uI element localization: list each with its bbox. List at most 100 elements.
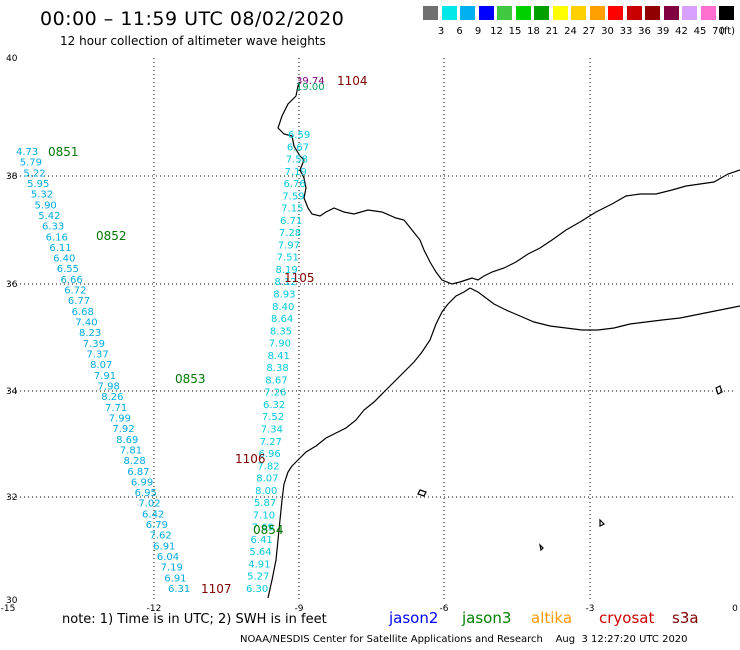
colorbar-label: 21	[545, 26, 559, 37]
colorbar-label: 45	[693, 26, 707, 37]
track-time-label: 1104	[337, 74, 368, 88]
x-tick-label: -6	[440, 604, 449, 614]
x-tick-label: -12	[147, 604, 162, 614]
wave-height-value: 6.30	[246, 584, 268, 595]
wave-height-value: 6.33	[42, 222, 64, 233]
wave-height-value: 6.77	[68, 296, 90, 307]
track-time-label: 0851	[48, 145, 79, 159]
coastline-africa	[267, 287, 471, 599]
wave-height-value: 6.32	[263, 400, 285, 411]
wave-height-value: 6.11	[49, 243, 71, 254]
wave-height-value: 8.67	[265, 375, 287, 386]
island-3	[715, 385, 723, 395]
wave-height-value: 7.98	[98, 381, 120, 392]
wave-height-value: 8.28	[124, 456, 146, 467]
colorbar-label: 42	[675, 26, 688, 37]
axis-tick-labels: -15 -12 -9 -6 -3 0 40 38 36 34 32 30	[1, 54, 738, 614]
y-tick-label: 36	[6, 280, 18, 290]
wave-height-value: 7.71	[105, 403, 127, 414]
wave-height-value: 5.95	[27, 179, 49, 190]
colorbar-swatch	[626, 6, 642, 20]
wave-height-value: 8.07	[90, 360, 112, 371]
wave-height-value: 7.69	[252, 523, 274, 534]
colorbar-label: 9	[474, 26, 482, 37]
wave-height-value: 7.26	[264, 388, 286, 399]
colorbar-swatch	[515, 6, 531, 20]
wave-height-value: 7.19	[161, 563, 183, 574]
wave-height-value: 7.10	[253, 510, 275, 521]
colorbar-swatch	[534, 6, 549, 20]
wave-height-value: 5.64	[249, 547, 271, 558]
wave-height-value: 6.41	[251, 535, 273, 546]
x-tick-label: -3	[586, 604, 595, 614]
wave-height-value: 4.91	[248, 559, 270, 570]
y-tick-label: 38	[6, 172, 18, 182]
island-1	[599, 518, 606, 527]
satellite-legend-item: cryosat	[599, 609, 655, 627]
wave-height-value: 19.00	[296, 82, 325, 93]
wave-height-value: 8.19	[276, 265, 298, 276]
wave-height-value: 6.55	[57, 264, 79, 275]
coastline-med-south	[469, 287, 740, 331]
colorbar-swatch	[645, 6, 660, 20]
colorbar-label: 12	[490, 26, 503, 37]
wave-height-value: 8.07	[256, 474, 278, 485]
wave-height-value: 7.19	[285, 167, 307, 178]
wave-height-value: 7.59	[282, 191, 304, 202]
colorbar-swatch	[663, 6, 679, 20]
colorbar-label: 36	[638, 26, 651, 37]
note-text: note: 1) Time is in UTC; 2) SWH is in fe…	[62, 612, 327, 627]
colorbar-swatch	[552, 6, 568, 20]
grid-lines	[8, 58, 735, 600]
wave-height-value: 6.96	[258, 449, 280, 460]
wave-height-value: 7.62	[149, 531, 171, 542]
island-4	[539, 543, 544, 552]
colorbar-swatch	[589, 6, 605, 20]
wave-height-value: 8.12	[274, 277, 296, 288]
wave-height-value: 7.28	[279, 228, 301, 239]
wave-height-value: 7.82	[257, 461, 279, 472]
wave-height-value: 6.71	[280, 216, 302, 227]
wave-height-value: 7.51	[277, 253, 299, 264]
wave-height-value: 6.95	[135, 488, 157, 499]
colorbar-swatch	[423, 6, 438, 20]
wave-height-value: 5.42	[38, 211, 60, 222]
track-time-label: 1107	[201, 582, 232, 596]
colorbar-label: 30	[601, 26, 614, 37]
wave-height-value: 6.31	[168, 584, 190, 595]
wave-height-value: 8.93	[273, 290, 295, 301]
wave-height-value: 8.26	[101, 392, 123, 403]
x-tick-label: -9	[295, 604, 304, 614]
x-tick-label: 0	[732, 604, 738, 614]
colorbar-swatch	[682, 6, 697, 20]
colorbar-label: 15	[508, 26, 522, 37]
satellite-legend-item: s3a	[672, 609, 699, 627]
wave-height-value: 6.40	[53, 254, 75, 265]
wave-height-value: 7.27	[260, 437, 282, 448]
wave-height-value: 8.35	[270, 326, 292, 337]
y-tick-label: 30	[6, 596, 18, 606]
wave-height-value: 6.16	[46, 232, 68, 243]
satellite-legend-item: jason3	[462, 609, 512, 627]
colorbar-swatch	[460, 6, 475, 20]
wave-height-value: 6.91	[164, 573, 186, 584]
wave-height-value: 7.91	[94, 371, 116, 382]
wave-height-value: 7.92	[112, 424, 134, 435]
track-time-label: 0852	[96, 229, 127, 243]
colorbar-swatch	[571, 6, 586, 20]
y-tick-label: 32	[6, 493, 17, 503]
wave-height-value: 5.27	[247, 572, 269, 583]
wave-height-value: 6.76	[283, 179, 305, 190]
colorbar-swatch	[608, 6, 623, 20]
wave-height-value: 5.87	[254, 498, 276, 509]
wave-height-value: 7.58	[286, 155, 308, 166]
x-tick-label: -15	[1, 604, 16, 614]
wave-height-value: 7.81	[120, 445, 142, 456]
wave-height-value: 8.40	[272, 302, 294, 313]
wave-height-value: 6.99	[131, 477, 153, 488]
wave-height-value: 7.52	[262, 412, 284, 423]
colorbar-label: 39	[656, 26, 670, 37]
wave-height-value: 8.41	[268, 351, 290, 362]
colorbar-swatch	[478, 6, 494, 20]
